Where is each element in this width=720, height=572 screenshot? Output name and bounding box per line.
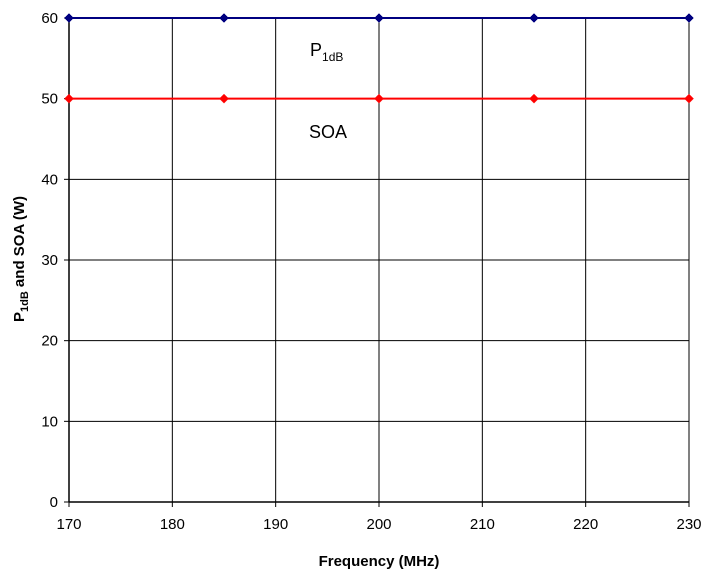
series xyxy=(64,13,694,104)
y-tick-label: 50 xyxy=(41,91,58,108)
series-label-p1db: P1dB xyxy=(310,40,343,64)
data-point-marker xyxy=(219,13,229,23)
data-point-marker xyxy=(219,93,229,104)
x-tick-label: 170 xyxy=(56,516,81,533)
grid xyxy=(68,17,690,503)
y-axis-title-group: P1dB and SOA (W) xyxy=(11,196,31,322)
y-tick-label: 20 xyxy=(41,333,58,350)
data-point-marker xyxy=(374,93,384,104)
x-tick-label: 230 xyxy=(676,516,701,533)
y-tick-label: 30 xyxy=(41,252,58,269)
axes xyxy=(64,17,690,507)
x-axis-title: Frequency (MHz) xyxy=(319,553,440,570)
data-point-marker xyxy=(529,13,539,23)
data-point-marker xyxy=(374,13,384,23)
x-tick-label: 190 xyxy=(263,516,288,533)
y-axis-title: P1dB and SOA (W) xyxy=(11,196,31,322)
data-point-marker xyxy=(684,13,694,23)
data-point-marker xyxy=(684,93,694,104)
data-point-marker xyxy=(529,93,539,104)
y-tick-label: 60 xyxy=(41,10,58,27)
x-tick-label: 210 xyxy=(470,516,495,533)
tick-labels: 0 10 20 30 40 50 60 170 180 190 200 210 220 230 xyxy=(41,10,701,533)
series-label-soa: SOA xyxy=(309,122,347,142)
y-tick-label: 10 xyxy=(41,413,58,430)
y-tick-label: 40 xyxy=(41,171,58,188)
data-point-marker xyxy=(64,93,74,104)
data-point-marker xyxy=(64,13,74,23)
x-tick-label: 180 xyxy=(160,516,185,533)
y-tick-label: 0 xyxy=(50,494,58,511)
x-tick-label: 220 xyxy=(573,516,598,533)
x-tick-label: 200 xyxy=(366,516,391,533)
